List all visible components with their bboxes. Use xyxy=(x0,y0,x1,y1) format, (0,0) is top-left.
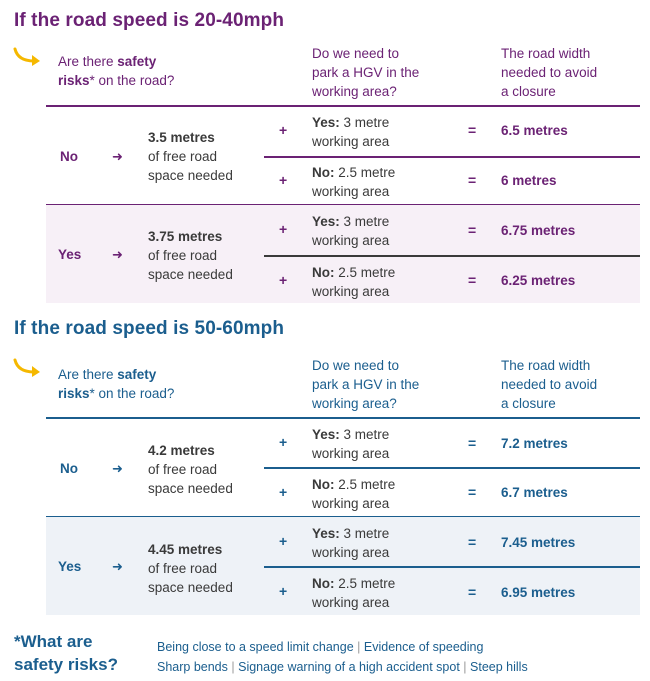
equals-icon: = xyxy=(468,172,477,188)
equals-icon: = xyxy=(468,484,477,500)
header-safety-risks-question: Are there safety risks* on the road? xyxy=(58,367,175,401)
road-width-result: 6 metres xyxy=(501,173,557,188)
road-width-result: 6.7 metres xyxy=(501,485,568,500)
plus-icon: + xyxy=(279,533,288,549)
header-road-width: The road width needed to avoid a closure xyxy=(501,46,598,99)
equals-icon: = xyxy=(468,435,477,451)
answer-no: No xyxy=(60,149,78,164)
free-road-space: 3.75 metres of free road space needed xyxy=(148,229,233,282)
divider xyxy=(264,255,640,257)
right-arrow-icon: ➜ xyxy=(112,247,123,262)
equals-icon: = xyxy=(468,222,477,238)
divider xyxy=(264,467,640,469)
safety-risks-footnote-title: *What are safety risks? xyxy=(14,632,118,674)
road-width-result: 6.25 metres xyxy=(501,273,576,288)
header-road-width: The road width needed to avoid a closure xyxy=(501,358,598,411)
header-safety-risks-question: Are there safety risks* on the road? xyxy=(58,54,175,88)
shaded-row-group xyxy=(46,205,640,303)
header-hgv-question: Do we need to park a HGV in the working ar… xyxy=(312,358,420,411)
answer-yes: Yes xyxy=(58,559,82,574)
right-arrow-icon: ➜ xyxy=(112,559,123,574)
road-width-result: 6.5 metres xyxy=(501,123,568,138)
road-width-result: 6.95 metres xyxy=(501,585,576,600)
equals-icon: = xyxy=(468,122,477,138)
hgv-option: No: 2.5 metre working area xyxy=(312,165,396,199)
hgv-option: Yes: 3 metre working area xyxy=(312,115,390,149)
road-width-result: 7.2 metres xyxy=(501,436,568,451)
safety-risks-list-line-2: Sharp bends | Signage warning of a high … xyxy=(157,660,528,674)
free-road-space: 4.2 metres of free road space needed xyxy=(148,443,233,496)
answer-no: No xyxy=(60,461,78,476)
plus-icon: + xyxy=(279,484,288,500)
free-road-space: 3.5 metres of free road space needed xyxy=(148,130,233,183)
section-title-20-40mph: If the road speed is 20-40mph xyxy=(14,10,285,31)
plus-icon: + xyxy=(279,434,288,450)
right-arrow-icon: ➜ xyxy=(112,149,123,164)
divider xyxy=(46,516,640,518)
header-hgv-question: Do we need to park a HGV in the working ar… xyxy=(312,46,420,99)
divider xyxy=(46,105,640,107)
plus-icon: + xyxy=(279,583,288,599)
divider xyxy=(264,156,640,158)
equals-icon: = xyxy=(468,584,477,600)
divider xyxy=(46,204,640,206)
plus-icon: + xyxy=(279,172,288,188)
hgv-option: No: 2.5 metre working area xyxy=(312,576,396,610)
curved-arrow-icon xyxy=(13,358,40,377)
section-title-50-60mph: If the road speed is 50-60mph xyxy=(14,318,285,339)
plus-icon: + xyxy=(279,272,288,288)
right-arrow-icon: ➜ xyxy=(112,461,123,476)
plus-icon: + xyxy=(279,221,288,237)
hgv-option: Yes: 3 metre working area xyxy=(312,427,390,461)
plus-icon: + xyxy=(279,122,288,138)
free-road-space: 4.45 metres of free road space needed xyxy=(148,542,233,595)
answer-yes: Yes xyxy=(58,247,82,262)
divider xyxy=(46,417,640,419)
divider xyxy=(264,566,640,568)
hgv-option: Yes: 3 metre working area xyxy=(312,526,390,560)
road-width-result: 6.75 metres xyxy=(501,223,576,238)
curved-arrow-icon xyxy=(13,47,40,66)
hgv-option: No: 2.5 metre working area xyxy=(312,265,396,299)
road-width-result: 7.45 metres xyxy=(501,535,576,550)
hgv-option: No: 2.5 metre working area xyxy=(312,477,396,511)
hgv-option: Yes: 3 metre working area xyxy=(312,214,390,248)
safety-risks-list-line-1: Being close to a speed limit change | Ev… xyxy=(157,640,484,654)
equals-icon: = xyxy=(468,272,477,288)
equals-icon: = xyxy=(468,534,477,550)
